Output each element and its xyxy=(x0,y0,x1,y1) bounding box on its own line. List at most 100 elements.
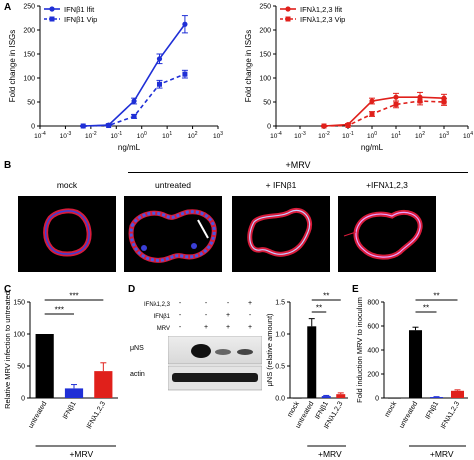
blot-sign: - xyxy=(204,312,208,319)
category-label: mock xyxy=(287,400,302,418)
legend-marker xyxy=(285,6,291,12)
bar xyxy=(292,398,302,399)
panel-b-mrv-header: +MRV xyxy=(285,160,311,170)
x-tick-label: 10-3 xyxy=(294,131,306,140)
panel-letter-c: C xyxy=(4,284,12,295)
category-label: IFNλ1,2,3 xyxy=(86,400,107,430)
group-label: +MRV xyxy=(69,449,93,459)
bar xyxy=(429,397,444,398)
x-tick-label: 10-1 xyxy=(110,131,122,140)
y-tick-label: 50 xyxy=(17,364,25,371)
blot-band-mu-ns-ifnl xyxy=(237,349,253,355)
blot-row-label-ifnb: IFNβ1 xyxy=(153,314,170,320)
y-tick-label: 100 xyxy=(259,76,271,83)
data-point xyxy=(131,113,137,119)
x-axis-label: ng/mL xyxy=(118,143,141,152)
legend-label: IFNβ1 lfit xyxy=(64,5,95,14)
blot-sign: - xyxy=(226,300,230,307)
legend-marker xyxy=(49,6,55,12)
micro-label-ifnl: +IFNλ1,2,3 xyxy=(366,180,408,190)
micro-label-untreated: untreated xyxy=(155,180,191,190)
legend-marker xyxy=(285,16,291,22)
y-tick-label: 800 xyxy=(367,300,379,307)
micro-label-mock: mock xyxy=(56,180,78,190)
y-tick-label: 50 xyxy=(27,100,35,107)
y-tick-label: 250 xyxy=(23,4,35,11)
significance-label: ** xyxy=(423,304,429,313)
blot-sign: - xyxy=(178,300,182,307)
y-tick-label: 0.5 xyxy=(275,364,285,371)
x-tick-label: 10-4 xyxy=(270,131,282,140)
x-tick-label: 100 xyxy=(367,131,377,140)
blot-sign: + xyxy=(225,312,231,319)
x-tick-label: 103 xyxy=(439,131,449,140)
series-line xyxy=(83,23,186,127)
category-label: IFNβ1 xyxy=(62,400,78,420)
bar xyxy=(321,396,331,398)
micro-label-ifnb: + IFNβ1 xyxy=(265,180,297,190)
data-point xyxy=(156,56,163,62)
y-tick-label: 0 xyxy=(21,396,25,403)
legend-label: IFNλ1,2,3 lfit xyxy=(300,5,343,14)
blot-row-label-ifnl: IFNλ1,2,3 xyxy=(143,302,170,308)
data-point xyxy=(156,81,162,87)
blot-row-label-mrv: MRV xyxy=(156,326,170,332)
series-line xyxy=(323,96,445,127)
category-label: IFNλ1,2,3 xyxy=(440,400,461,430)
y-tick-label: 150 xyxy=(23,52,35,59)
blot-sign: + xyxy=(203,324,209,331)
blot-band-label-mu-ns: μNS xyxy=(130,345,144,352)
significance-label: *** xyxy=(69,292,78,301)
legend-label: IFNλ1,2,3 Vip xyxy=(300,15,345,24)
y-tick-label: 0 xyxy=(267,124,271,131)
bar xyxy=(387,398,402,399)
blot-sign: - xyxy=(178,324,182,331)
data-point xyxy=(369,98,375,104)
y-axis-label: Fold change in ISGs xyxy=(244,30,253,102)
blot-band-actin xyxy=(172,373,258,382)
data-point xyxy=(182,21,188,27)
data-point xyxy=(441,99,447,105)
x-tick-label: 104 xyxy=(463,131,473,140)
x-tick-label: 101 xyxy=(162,131,172,140)
x-tick-label: 103 xyxy=(213,131,223,140)
x-tick-label: 102 xyxy=(188,131,198,140)
micrograph-mock xyxy=(18,196,116,272)
y-tick-label: 250 xyxy=(259,4,271,11)
bar xyxy=(64,388,84,398)
x-axis-label: ng/mL xyxy=(361,143,384,152)
y-tick-label: 200 xyxy=(23,28,35,35)
series-line xyxy=(323,100,445,127)
group-label: +MRV xyxy=(318,449,342,459)
western-blot-image xyxy=(168,336,262,391)
significance-label: ** xyxy=(323,292,329,301)
x-tick-label: 102 xyxy=(415,131,425,140)
blot-band-mu-ns-ifnb xyxy=(215,349,231,355)
significance-label: ** xyxy=(433,292,439,301)
y-tick-label: 100 xyxy=(23,76,35,83)
y-tick-label: 600 xyxy=(367,324,379,331)
bar xyxy=(408,330,423,398)
panel-a-ifnl-chart: 0 50 100 150 200 250 10-4 10-3 10-2 10-1 100 101 102… xyxy=(244,4,473,153)
blot-band-mu-ns-untreated xyxy=(191,344,211,358)
blot-sign: + xyxy=(225,324,231,331)
data-point xyxy=(345,123,351,129)
data-point xyxy=(80,123,86,129)
blot-sign: - xyxy=(248,312,252,319)
y-axis-label: Fold change in ISGs xyxy=(8,30,17,102)
y-tick-label: 150 xyxy=(259,52,271,59)
y-axis-label: Relative MRV infection to untreated xyxy=(3,291,12,409)
micrograph-ifnl xyxy=(338,196,436,272)
bar xyxy=(336,394,346,398)
category-label: mock xyxy=(384,400,399,418)
y-tick-label: 50 xyxy=(263,100,271,107)
x-tick-label: 101 xyxy=(391,131,401,140)
y-axis-label: Fold induction MRV to inoculum xyxy=(355,297,364,403)
category-label: IFNβ1 xyxy=(425,400,441,420)
significance-label: *** xyxy=(55,306,64,315)
y-tick-label: 0 xyxy=(31,124,35,131)
data-point xyxy=(131,98,137,104)
blot-sign: - xyxy=(204,300,208,307)
